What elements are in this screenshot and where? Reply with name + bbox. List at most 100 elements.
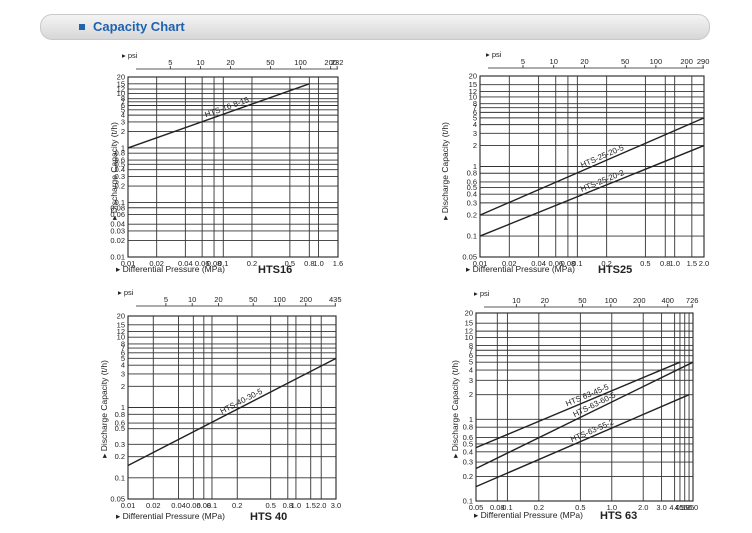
y-tick-label: 12	[117, 327, 125, 336]
y-tick-label: 0.1	[467, 232, 477, 241]
chart-name: HTS 40	[250, 511, 287, 523]
x-tick-label: 0.08	[490, 503, 505, 512]
psi-tick-label: 290	[697, 57, 710, 66]
x-tick-label: 1.0	[669, 259, 679, 268]
y-tick-label: 0.08	[110, 203, 125, 212]
y-tick-label: 10	[117, 89, 125, 98]
y-tick-label: 3	[121, 369, 125, 378]
x-tick-label: 4.5	[675, 503, 685, 512]
x-axis-title: ▸ Differential Pressure (MPa)	[116, 511, 225, 521]
y-tick-label: 4	[121, 111, 125, 120]
x-tick-label: 0.04	[178, 259, 193, 268]
y-tick-label: 0.6	[467, 177, 477, 186]
psi-tick-label: 20	[214, 295, 222, 304]
y-tick-label: 0.6	[115, 419, 125, 428]
y-tick-label: 20	[465, 309, 473, 318]
y-tick-label: 0.5	[463, 439, 473, 448]
x-tick-label: 0.1	[502, 503, 512, 512]
x-tick-label: 0.5	[265, 501, 275, 510]
y-tick-label: 10	[465, 333, 473, 342]
x-tick-label: 2.0	[638, 503, 648, 512]
series-line	[127, 357, 337, 467]
psi-tick-label: 200	[300, 295, 313, 304]
psi-tick-label: 5	[168, 58, 172, 67]
x-tick-label: 0.08	[561, 259, 576, 268]
x-tick-label: 0.04	[531, 259, 546, 268]
y-tick-label: 3	[469, 376, 473, 385]
psi-tick-label: 435	[329, 295, 342, 304]
x-tick-label: 1.0	[607, 503, 617, 512]
x-tick-label: 0.02	[502, 259, 517, 268]
psi-unit-label: ▸ psi	[474, 289, 490, 298]
y-tick-label: 0.8	[467, 169, 477, 178]
y-tick-label: 7	[121, 97, 125, 106]
x-axis-title: ▸ Differential Pressure (MPa)	[474, 510, 583, 520]
psi-tick-label: 50	[621, 57, 629, 66]
x-tick-label: 0.8	[283, 501, 293, 510]
y-tick-label: 12	[469, 87, 477, 96]
y-axis-title: ▸ Discharge Capacity (t/h)	[109, 122, 119, 220]
psi-tick-label: 10	[188, 295, 196, 304]
chart-name: HTS16	[258, 264, 292, 276]
psi-unit-label: ▸ psi	[122, 51, 138, 60]
chart-name: HTS 63	[600, 510, 637, 522]
y-tick-label: 0.1	[463, 497, 473, 506]
psi-tick-label: 200	[324, 58, 337, 67]
y-tick-label: 1	[469, 415, 473, 424]
psi-tick-label: 100	[273, 295, 286, 304]
y-tick-label: 0.3	[467, 198, 477, 207]
psi-tick-label: 5	[521, 57, 525, 66]
x-tick-label: 6.0	[688, 503, 698, 512]
y-tick-label: 5	[473, 113, 477, 122]
y-tick-label: 0.8	[115, 149, 125, 158]
x-tick-label: 0.04	[171, 501, 186, 510]
y-tick-label: 8	[121, 339, 125, 348]
x-axis-title: ▸ Differential Pressure (MPa)	[466, 264, 575, 274]
y-axis-title: ▸ Discharge Capacity (t/h)	[440, 122, 450, 220]
y-tick-label: 5	[121, 354, 125, 363]
x-tick-label: 0.02	[146, 501, 161, 510]
x-tick-label: 3.0	[331, 501, 341, 510]
psi-tick-label: 726	[686, 296, 699, 305]
y-tick-label: 1	[473, 162, 477, 171]
y-tick-label: 1	[121, 143, 125, 152]
y-axis-title: ▸ Discharge Capacity (t/h)	[450, 360, 460, 458]
chart-name: HTS25	[598, 264, 632, 276]
y-tick-label: 1	[121, 403, 125, 412]
x-tick-label: 1.0	[291, 501, 301, 510]
y-tick-label: 4	[469, 366, 473, 375]
y-tick-label: 20	[469, 72, 477, 81]
x-tick-label: 0.01	[121, 259, 136, 268]
series-line	[475, 361, 681, 449]
x-tick-label: 0.8	[304, 259, 314, 268]
x-tick-label: 4.0	[669, 503, 679, 512]
series-label: HTS-25-20-2	[579, 168, 626, 194]
y-tick-label: 6	[469, 351, 473, 360]
y-tick-label: 3	[121, 117, 125, 126]
series-line	[479, 144, 705, 237]
y-tick-label: 0.01	[110, 253, 125, 262]
x-tick-label: 0.05	[469, 503, 484, 512]
x-tick-label: 0.2	[601, 259, 611, 268]
y-tick-label: 2	[473, 141, 477, 150]
y-tick-label: 15	[469, 80, 477, 89]
y-axis-title: ▸ Discharge Capacity (t/h)	[99, 360, 109, 458]
series-label: HTS-40-30-5	[219, 386, 265, 415]
psi-tick-label: 10	[512, 296, 520, 305]
plot-frame	[475, 312, 694, 502]
psi-tick-label: 50	[578, 296, 586, 305]
header-bullet-icon	[79, 24, 85, 30]
y-tick-label: 0.5	[115, 424, 125, 433]
x-tick-label: 0.5	[640, 259, 650, 268]
y-tick-label: 0.3	[463, 458, 473, 467]
psi-tick-label: 5	[164, 295, 168, 304]
section-title: Capacity Chart	[93, 19, 185, 34]
psi-tick-label: 232	[331, 58, 344, 67]
x-tick-label: 0.08	[207, 259, 222, 268]
psi-unit-label: ▸ psi	[118, 288, 134, 297]
psi-tick-label: 10	[196, 58, 204, 67]
y-tick-label: 2	[469, 390, 473, 399]
x-tick-label: 3.0	[656, 503, 666, 512]
x-tick-label: 0.01	[473, 259, 488, 268]
